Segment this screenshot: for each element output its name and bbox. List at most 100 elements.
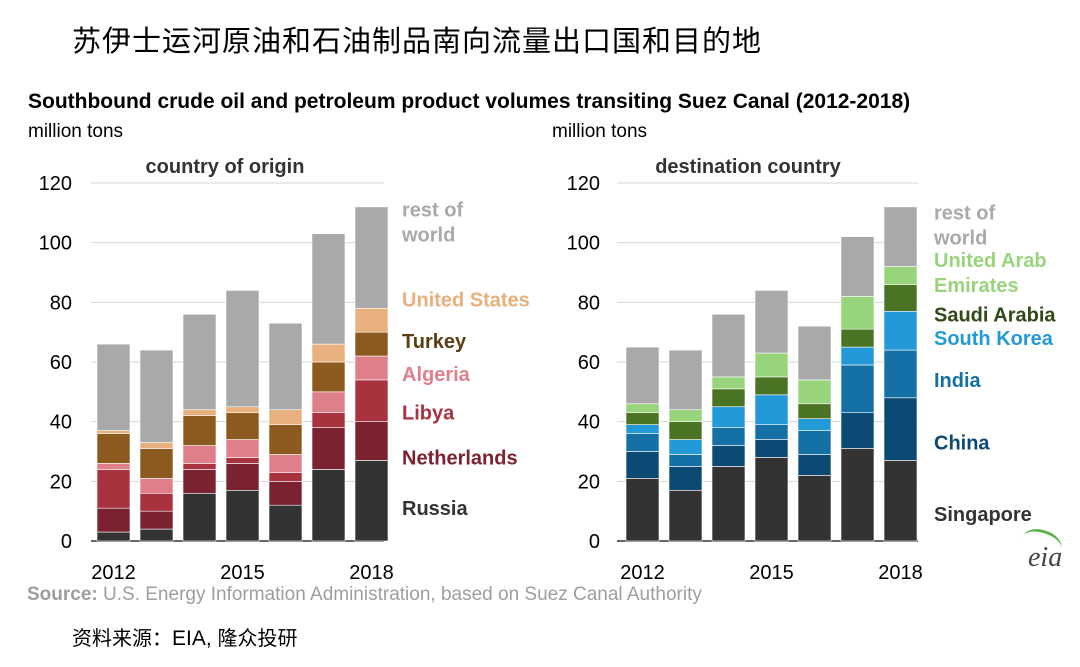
chart-2: million tons destination country 0 20 40 60 80…	[552, 121, 1056, 584]
x-tick-label: 2018	[878, 562, 923, 584]
bar-segment	[354, 331, 389, 357]
legend-label: world	[933, 227, 987, 249]
bar-segment	[268, 322, 303, 411]
credit-prefix: 资料来源：	[72, 626, 172, 650]
y-tick-label: 60	[50, 352, 72, 374]
legend-label: United Arab	[934, 250, 1047, 272]
bar-segment	[840, 364, 875, 414]
credit-note: 资料来源：EIA, 隆众投研	[72, 622, 298, 651]
bar-segment	[182, 492, 217, 542]
bar-segment	[754, 376, 789, 396]
bar-segment	[754, 457, 789, 542]
bar-segment	[883, 397, 918, 461]
bar-segment	[797, 475, 832, 542]
main-title: 苏伊士运河原油和石油制品南向流量出口国和目的地	[72, 24, 763, 58]
bar-segment	[711, 427, 746, 446]
bar-segment	[625, 433, 660, 452]
bar-segment	[625, 478, 660, 542]
x-tick-label: 2015	[220, 562, 265, 584]
bar-segment	[668, 454, 703, 467]
y-tick-label: 20	[578, 471, 600, 493]
bar-segment	[625, 403, 660, 414]
bar-segment	[225, 463, 260, 491]
bar-segment	[883, 310, 918, 351]
chart-title: Southbound crude oil and petroleum produ…	[28, 90, 911, 113]
bar-segment	[711, 388, 746, 408]
bar-segment	[797, 403, 832, 419]
bar-segment	[268, 504, 303, 542]
y-tick-label: 20	[50, 471, 72, 493]
bar-segment	[96, 430, 131, 434]
bar-segment	[625, 346, 660, 405]
bar-segment	[797, 430, 832, 455]
bar-segment	[883, 206, 918, 267]
bar-segment	[311, 233, 346, 345]
bar-segment	[139, 349, 174, 443]
legend-label: Saudi Arabia	[934, 304, 1056, 326]
bar-segment	[840, 448, 875, 542]
bar-segment	[311, 427, 346, 470]
bar-segment	[311, 343, 346, 363]
bar-segment	[797, 325, 832, 381]
bar-segment	[840, 346, 875, 366]
bar-segment	[268, 454, 303, 473]
legend-label: China	[934, 433, 990, 455]
panel-title: destination country	[655, 156, 841, 178]
bar-segment	[96, 469, 131, 509]
eia-logo: eia	[1028, 542, 1063, 573]
bar-segment	[840, 412, 875, 449]
bar-segment	[797, 379, 832, 405]
y-tick-label: 40	[50, 412, 72, 434]
legend-label: rest of	[402, 199, 463, 221]
bar-segment	[840, 328, 875, 348]
bar-segment	[754, 439, 789, 458]
bar-segment	[625, 424, 660, 434]
bar-segment	[268, 409, 303, 425]
bar-segment	[225, 290, 260, 408]
bar-segment	[182, 409, 217, 417]
bar-segment	[311, 412, 346, 428]
legend-label: rest of	[934, 202, 995, 224]
legend-label: Emirates	[934, 275, 1019, 297]
bar-segment	[668, 489, 703, 542]
bar-segment	[354, 460, 389, 542]
bar-segment	[182, 463, 217, 470]
bar-segment	[711, 313, 746, 378]
bar-segment	[225, 489, 260, 542]
bar-segment	[754, 424, 789, 440]
bar-segment	[840, 236, 875, 297]
bar-segment	[139, 492, 174, 512]
bar-segment	[668, 466, 703, 491]
bar-segment	[182, 415, 217, 446]
bar-segment	[225, 412, 260, 440]
bar-segment	[96, 507, 131, 533]
y-tick-label: 60	[578, 352, 600, 374]
legend-label: Russia	[402, 498, 468, 520]
bar-segment	[182, 445, 217, 464]
x-tick-label: 2012	[620, 562, 665, 584]
credit-latin: EIA,	[172, 627, 218, 650]
bar-segment	[754, 290, 789, 354]
bar-segment	[754, 352, 789, 378]
bar-segment	[711, 466, 746, 542]
legend-label: United States	[402, 289, 530, 311]
bar-segment	[668, 421, 703, 440]
bar-segment	[797, 454, 832, 476]
legend-label: Algeria	[402, 364, 471, 386]
bar-segment	[625, 412, 660, 425]
bar-segment	[754, 394, 789, 425]
bar-segment	[268, 481, 303, 506]
bar-segment	[311, 361, 346, 393]
bar-segment	[668, 349, 703, 411]
bar-segment	[883, 266, 918, 285]
y-axis-unit-label: million tons	[552, 121, 647, 142]
bar-segment	[840, 296, 875, 330]
y-axis-unit-label: million tons	[28, 121, 123, 142]
bar-segment	[668, 439, 703, 455]
y-tick-label: 100	[39, 233, 72, 255]
bar-segment	[711, 376, 746, 390]
legend-label: Turkey	[402, 331, 467, 353]
y-tick-label: 40	[578, 412, 600, 434]
y-tick-label: 0	[589, 531, 600, 553]
